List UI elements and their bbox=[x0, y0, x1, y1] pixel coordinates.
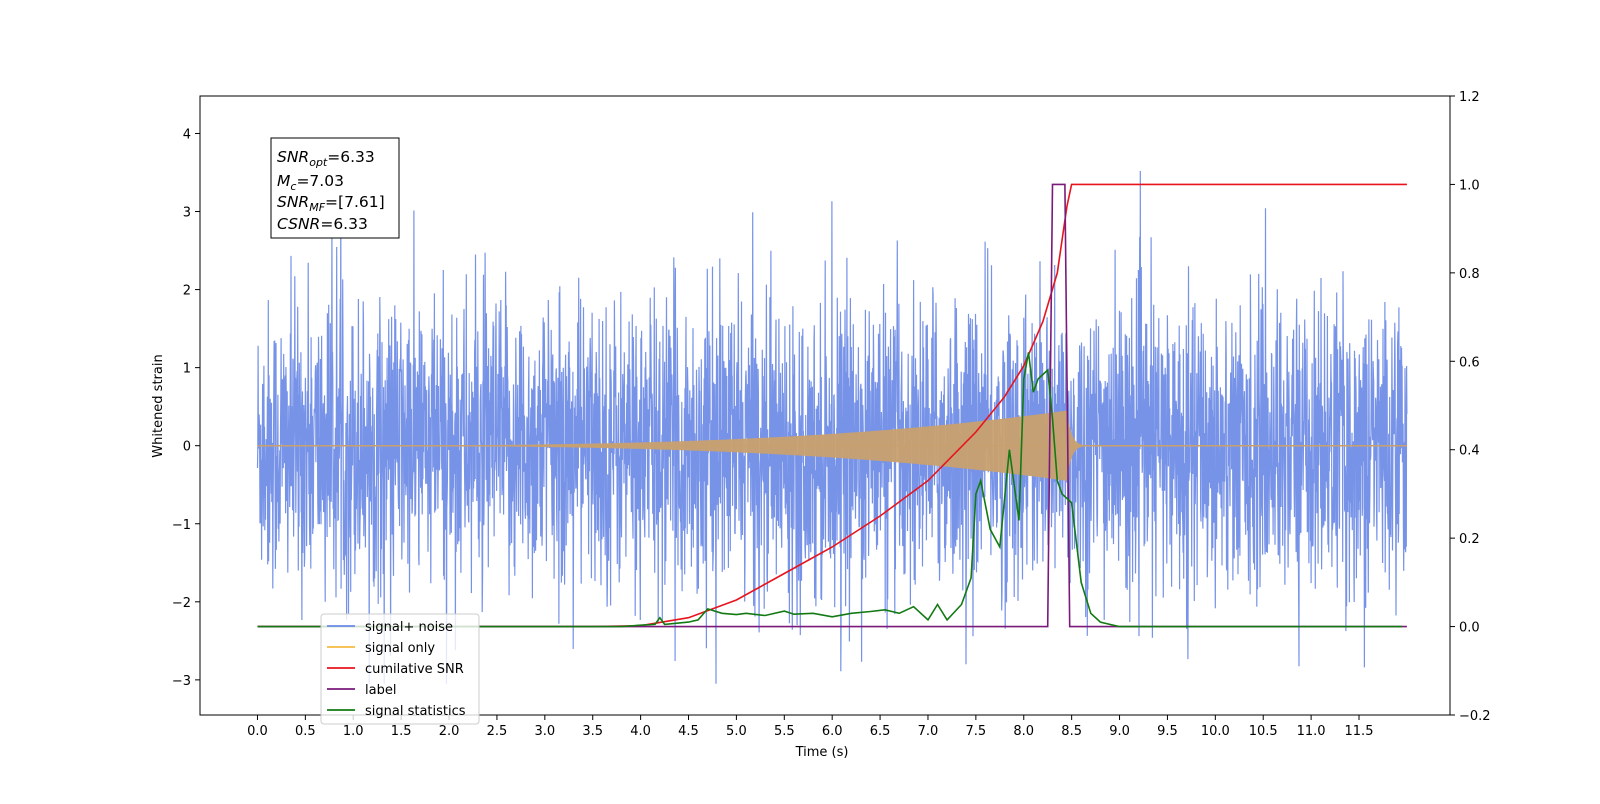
x-tick-label: 7.5 bbox=[966, 724, 987, 739]
y2-tick-label: 0.0 bbox=[1459, 621, 1480, 636]
annotation-snr-opt: SNRopt=6.33 bbox=[277, 148, 375, 169]
y2-tick-label: −0.2 bbox=[1459, 709, 1491, 724]
x-tick-label: 2.0 bbox=[439, 724, 460, 739]
x-tick-label: 5.5 bbox=[774, 724, 795, 739]
x-axis-ticks: 0.0 0.5 1.0 1.5 2.0 2.5 3.0 3.5 4.0 4.5 5.0 5.5 6.0 6… bbox=[247, 715, 1373, 739]
annotation-mc: Mc=7.03 bbox=[277, 172, 344, 193]
x-tick-label: 4.0 bbox=[630, 724, 651, 739]
x-tick-label: 9.5 bbox=[1157, 724, 1178, 739]
legend-label: signal+ noise bbox=[365, 620, 453, 635]
annotation-snr-mf: SNRMF=[7.61] bbox=[277, 193, 385, 214]
y-tick-label: 2 bbox=[183, 284, 191, 299]
y2-tick-label: 0.8 bbox=[1459, 267, 1480, 282]
y-tick-label: −3 bbox=[172, 674, 191, 689]
x-tick-label: 10.5 bbox=[1249, 724, 1278, 739]
y2-tick-label: 1.2 bbox=[1459, 90, 1480, 105]
series-cumilative-snr bbox=[257, 183, 1407, 628]
x-tick-label: 1.0 bbox=[343, 724, 364, 739]
annotation-csnr: CSNR=6.33 bbox=[277, 215, 368, 233]
x-tick-label: 1.5 bbox=[391, 724, 412, 739]
x-tick-label: 0.0 bbox=[247, 724, 268, 739]
y-tick-label: −1 bbox=[172, 518, 191, 533]
legend-label: cumilative SNR bbox=[365, 662, 464, 677]
x-tick-label: 7.0 bbox=[918, 724, 939, 739]
legend-box bbox=[320, 613, 480, 725]
y-axis-ticks: 4 3 2 1 0 −1 −2 −3 bbox=[172, 127, 200, 689]
y-tick-label: −2 bbox=[172, 596, 191, 611]
series-signal-noise bbox=[256, 170, 1408, 684]
annotation-box: SNRopt=6.33 Mc=7.03 SNRMF=[7.61] CSNR=6.… bbox=[270, 137, 400, 239]
y-tick-label: 1 bbox=[183, 362, 191, 377]
legend-label: signal only bbox=[365, 641, 435, 656]
y2-axis-ticks: 1.2 1.0 0.8 0.6 0.4 0.2 0.0 −0.2 bbox=[1450, 90, 1491, 724]
y-tick-label: 4 bbox=[183, 127, 191, 142]
y-tick-label: 0 bbox=[183, 440, 191, 455]
y2-tick-label: 1.0 bbox=[1459, 178, 1480, 193]
x-tick-label: 3.5 bbox=[582, 724, 603, 739]
x-axis-label: Time (s) bbox=[795, 745, 849, 760]
y-axis-label: Whitened strain bbox=[151, 354, 166, 457]
y2-tick-label: 0.4 bbox=[1459, 444, 1480, 459]
x-tick-label: 6.0 bbox=[822, 724, 843, 739]
x-tick-label: 11.0 bbox=[1297, 724, 1326, 739]
legend-label: label bbox=[365, 683, 396, 698]
x-tick-label: 9.0 bbox=[1109, 724, 1130, 739]
legend: signal+ noise signal only cumilative SNR la… bbox=[320, 613, 480, 725]
x-tick-label: 8.5 bbox=[1061, 724, 1082, 739]
series-signal-statistics bbox=[257, 352, 1403, 628]
x-tick-label: 0.5 bbox=[295, 724, 316, 739]
x-tick-label: 5.0 bbox=[726, 724, 747, 739]
x-tick-label: 8.0 bbox=[1013, 724, 1034, 739]
y2-tick-label: 0.2 bbox=[1459, 532, 1480, 547]
x-tick-label: 3.0 bbox=[534, 724, 555, 739]
y2-tick-label: 0.6 bbox=[1459, 355, 1480, 370]
series-layer bbox=[256, 170, 1408, 684]
x-tick-label: 10.0 bbox=[1201, 724, 1230, 739]
x-tick-label: 11.5 bbox=[1345, 724, 1374, 739]
x-tick-label: 2.5 bbox=[487, 724, 508, 739]
plot-frame bbox=[199, 95, 1451, 716]
x-tick-label: 6.5 bbox=[870, 724, 891, 739]
x-tick-label: 4.5 bbox=[678, 724, 699, 739]
legend-label: signal statistics bbox=[365, 704, 466, 719]
y-tick-label: 3 bbox=[183, 206, 191, 221]
